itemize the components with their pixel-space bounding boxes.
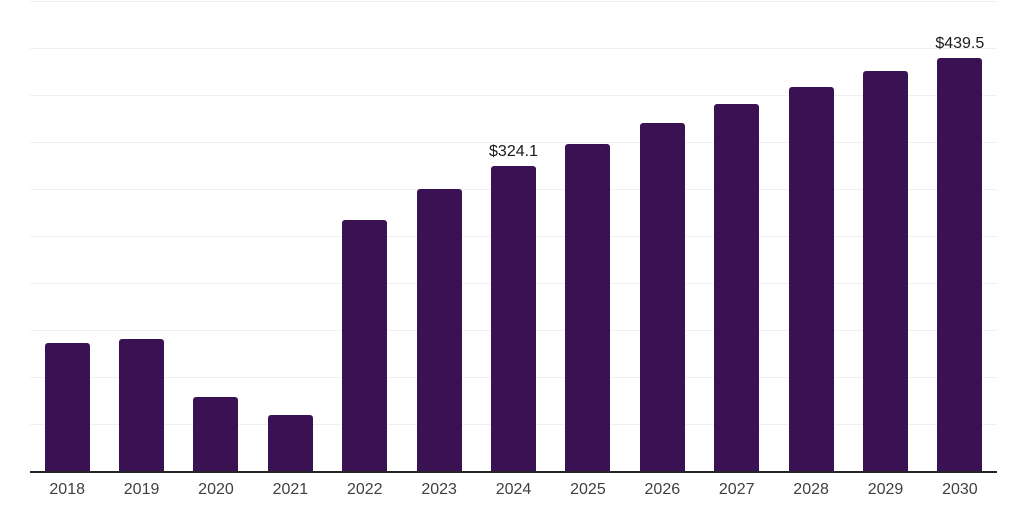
x-tick-label-2020: 2020 xyxy=(198,481,234,498)
x-tick-label-2027: 2027 xyxy=(718,481,755,498)
bar-2027 xyxy=(714,104,760,471)
bar-2025 xyxy=(565,143,611,471)
x-tick-label-2028: 2028 xyxy=(793,481,829,498)
bar-2020 xyxy=(193,397,239,471)
bar-2019 xyxy=(119,339,165,471)
x-tick-label-2021: 2021 xyxy=(272,481,309,498)
x-tick-label-2026: 2026 xyxy=(644,481,681,498)
bar-2023 xyxy=(416,188,462,471)
value-label-2024: $324.1 xyxy=(489,143,538,161)
bar-2029 xyxy=(862,71,908,471)
x-tick-label-2023: 2023 xyxy=(421,481,457,498)
x-tick-label-2025: 2025 xyxy=(570,481,606,498)
bar-2024 xyxy=(491,166,536,471)
bar-2026 xyxy=(639,123,685,471)
value-label-2030: $439.5 xyxy=(935,34,985,52)
x-axis-line xyxy=(30,471,997,473)
bar-2030 xyxy=(937,57,983,471)
x-axis-tick-labels: 2018 2019 2020 2021 2022 2023 2024 2025 2026 2027… xyxy=(30,481,997,499)
gridline xyxy=(30,142,997,143)
gridline xyxy=(30,95,997,96)
x-tick-label-2022: 2022 xyxy=(346,481,383,498)
bar-2021 xyxy=(267,414,313,471)
gridline xyxy=(30,1,997,2)
x-tick-label-2029: 2029 xyxy=(867,481,904,498)
gridline xyxy=(30,48,997,49)
plot-area: $324.1 $439.5 xyxy=(30,1,997,473)
x-tick-label-2019: 2019 xyxy=(123,481,160,498)
x-tick-label-2024: 2024 xyxy=(495,481,532,498)
bar-2022 xyxy=(342,220,388,471)
x-tick-label-2018: 2018 xyxy=(49,481,85,498)
bar-2028 xyxy=(788,87,834,471)
x-tick-label-2030: 2030 xyxy=(942,481,978,498)
bar-2018 xyxy=(44,342,90,471)
